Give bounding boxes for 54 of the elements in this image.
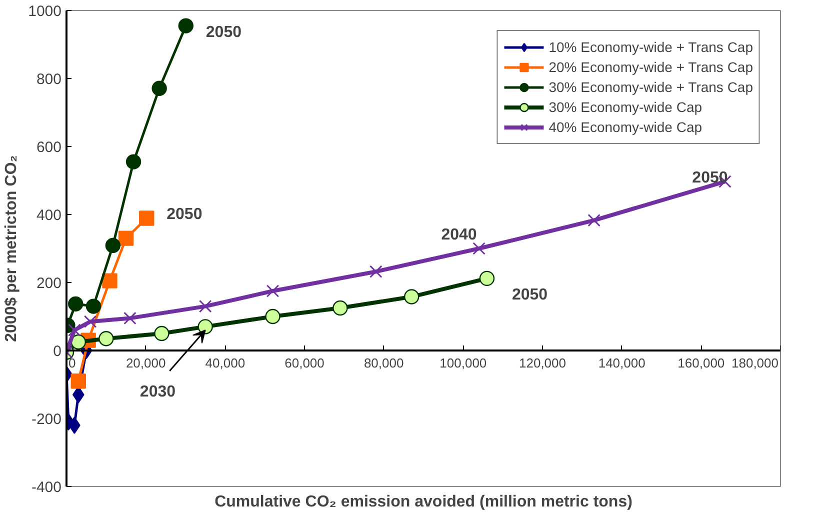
point — [139, 210, 154, 226]
point — [479, 270, 495, 286]
point — [198, 319, 213, 334]
x-tick-label: 140,000 — [598, 356, 646, 370]
y-tick-label: 200 — [36, 275, 62, 292]
annotation: 2050 — [206, 24, 242, 41]
x-axis-title: Cumulative CO₂ emission avoided (million metric tons) — [214, 494, 632, 510]
point — [472, 242, 486, 255]
annotation: 2050 — [512, 286, 548, 304]
point — [154, 326, 170, 342]
point — [198, 300, 212, 313]
y-tick-label: 400 — [36, 207, 62, 224]
legend-label: 40% Economy-wide Cap — [548, 119, 702, 135]
x-tick-label: 60,000 — [284, 356, 324, 370]
point — [124, 312, 136, 325]
legend-label: 20% Economy-wide + Trans Cap — [548, 59, 753, 75]
x-tick-label: 100,000 — [440, 356, 487, 370]
point — [86, 298, 102, 314]
point — [84, 315, 97, 328]
y-tick-label: 0 — [53, 343, 62, 360]
point — [68, 324, 81, 337]
y-tick-label: -400 — [31, 479, 62, 496]
point — [404, 289, 420, 304]
y-tick-label: -200 — [31, 411, 62, 428]
annotation: 2050 — [692, 170, 728, 187]
point — [68, 296, 84, 312]
point — [152, 80, 167, 96]
point — [118, 230, 134, 246]
x-tick-label: 80,000 — [364, 356, 404, 370]
point — [265, 308, 280, 324]
point — [105, 238, 121, 254]
x-tick-label: 120,000 — [519, 356, 566, 370]
x-tick-label: 40,000 — [205, 356, 246, 370]
y-tick-label: 1000 — [28, 3, 62, 20]
point — [369, 265, 382, 278]
y-axis-title: 2000$ per metricton CO₂ — [3, 155, 20, 342]
x-tick-label: 180,000 — [732, 356, 779, 370]
point — [588, 214, 600, 227]
point — [266, 284, 280, 298]
annotation: 2050 — [166, 206, 202, 224]
annotation: 2030 — [140, 384, 176, 400]
point — [178, 18, 194, 34]
y-tick-label: 800 — [36, 71, 62, 88]
legend-label: 30% Economy-wide + Trans Cap — [548, 79, 753, 95]
point — [126, 154, 142, 170]
point — [332, 300, 348, 316]
legend-label: 30% Economy-wide Cap — [548, 99, 702, 115]
x-tick-label: 160,000 — [678, 356, 725, 370]
x-tick-label: 20,000 — [126, 356, 166, 370]
point — [98, 331, 114, 346]
y-tick-label: 600 — [36, 139, 62, 156]
point — [102, 273, 118, 288]
annotation: 2040 — [441, 226, 477, 244]
legend-label: 10% Economy-wide + Trans Cap — [548, 39, 753, 55]
